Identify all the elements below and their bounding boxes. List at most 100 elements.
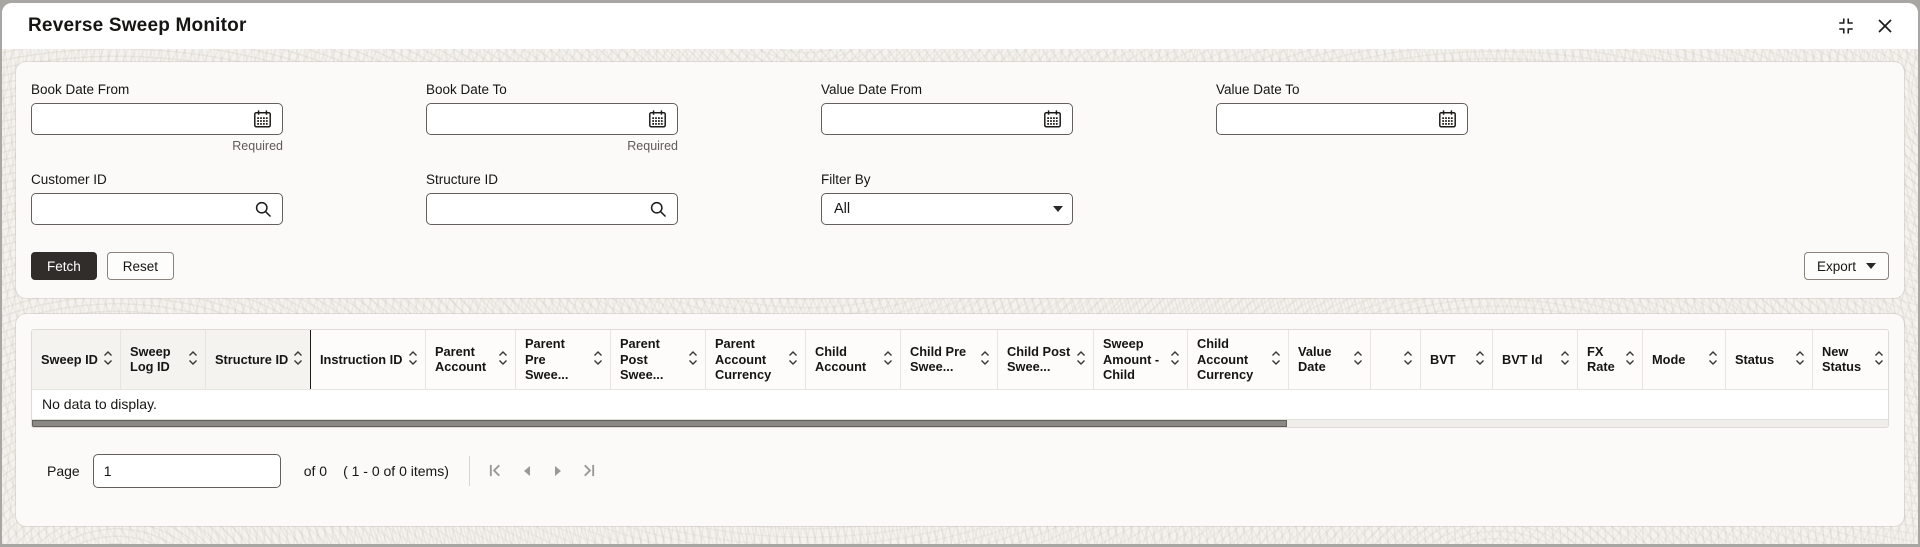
customer-id-input-wrap — [31, 193, 283, 225]
search-icon[interactable] — [648, 199, 668, 219]
sort-icon[interactable] — [103, 350, 113, 370]
sort-icon[interactable] — [1874, 350, 1884, 370]
calendar-icon[interactable] — [1042, 109, 1063, 130]
sort-icon[interactable] — [1353, 350, 1363, 370]
filter-actions: Fetch Reset Export — [31, 252, 1889, 280]
column-label: Child Account — [815, 343, 867, 375]
column-header-bvt-id[interactable]: BVT Id — [1493, 330, 1578, 389]
chevron-down-icon — [1866, 263, 1876, 269]
sort-icon[interactable] — [1475, 350, 1485, 370]
book-date-to-label: Book Date To — [426, 82, 507, 97]
search-icon[interactable] — [253, 199, 273, 219]
column-header-child-account[interactable]: Child Account — [806, 330, 901, 389]
structure-id-input[interactable] — [427, 194, 677, 224]
calendar-icon[interactable] — [1437, 109, 1458, 130]
sort-icon[interactable] — [593, 350, 603, 370]
sort-icon[interactable] — [1795, 350, 1805, 370]
column-header-parent-account-currency[interactable]: Parent Account Currency — [706, 330, 806, 389]
sort-icon[interactable] — [1170, 350, 1180, 370]
customer-id-input[interactable] — [32, 194, 282, 224]
column-label: Status — [1735, 351, 1775, 367]
sort-icon[interactable] — [788, 350, 798, 370]
column-label: Parent Account — [435, 343, 487, 375]
column-header-parent-account[interactable]: Parent Account — [426, 330, 516, 389]
sort-icon[interactable] — [1625, 350, 1635, 370]
sort-icon[interactable] — [293, 350, 303, 370]
customer-id-field: Customer ID — [31, 172, 283, 225]
scrollbar-thumb[interactable] — [32, 419, 1287, 427]
book-date-from-required-hint: Required — [232, 139, 283, 153]
sort-icon[interactable] — [883, 350, 893, 370]
filter-by-selected-value: All — [834, 201, 851, 217]
column-header-status[interactable]: Status — [1726, 330, 1813, 389]
sort-icon[interactable] — [1708, 350, 1718, 370]
column-header-blank-14[interactable] — [1371, 330, 1421, 389]
column-header-value-date[interactable]: Value Date — [1289, 330, 1371, 389]
sort-icon[interactable] — [980, 350, 990, 370]
chevron-down-icon — [1053, 206, 1063, 212]
collapse-icon[interactable] — [1835, 15, 1857, 37]
horizontal-scrollbar[interactable] — [32, 418, 1888, 427]
reset-button[interactable]: Reset — [106, 252, 175, 280]
column-header-sweep-log-id[interactable]: Sweep Log ID — [121, 330, 206, 389]
sort-icon[interactable] — [1403, 350, 1413, 370]
column-label: FX Rate — [1587, 343, 1615, 375]
results-panel: Sweep ID Sweep Log ID Structure ID Instruct… — [16, 314, 1904, 526]
column-label: Instruction ID — [320, 351, 403, 367]
sort-icon[interactable] — [1076, 350, 1086, 370]
filter-by-label: Filter By — [821, 172, 871, 187]
pagination-nav — [487, 462, 598, 480]
filter-by-input-wrap[interactable]: All — [821, 193, 1073, 225]
export-button[interactable]: Export — [1803, 252, 1889, 280]
column-header-instruction-id[interactable]: Instruction ID — [311, 330, 426, 389]
previous-page-icon[interactable] — [518, 462, 536, 480]
value-date-from-input[interactable] — [822, 104, 1072, 134]
column-header-child-post-swee[interactable]: Child Post Swee... — [998, 330, 1094, 389]
column-label: Child Post Swee... — [1007, 343, 1071, 375]
window-controls — [1835, 15, 1896, 37]
sort-icon[interactable] — [1560, 350, 1570, 370]
column-header-mode[interactable]: Mode — [1643, 330, 1726, 389]
sort-icon[interactable] — [408, 350, 418, 370]
book-date-to-required-hint: Required — [627, 139, 678, 153]
value-date-from-input-wrap — [821, 103, 1073, 135]
fetch-button[interactable]: Fetch — [31, 252, 97, 280]
sort-icon[interactable] — [188, 350, 198, 370]
book-date-to-input[interactable] — [427, 104, 677, 134]
column-header-sweep-amount-child[interactable]: Sweep Amount - Child — [1094, 330, 1188, 389]
table-header-row: Sweep ID Sweep Log ID Structure ID Instruct… — [32, 330, 1888, 389]
sort-icon[interactable] — [688, 350, 698, 370]
calendar-icon[interactable] — [647, 109, 668, 130]
column-header-sweep-id[interactable]: Sweep ID — [32, 330, 121, 389]
page-of-label: of 0 — [303, 462, 328, 479]
column-label: Value Date — [1298, 343, 1332, 375]
column-label: Parent Account Currency — [715, 336, 772, 383]
column-header-bvt[interactable]: BVT — [1421, 330, 1493, 389]
column-header-child-account-currency[interactable]: Child Account Currency — [1188, 330, 1289, 389]
empty-message: No data to display. — [42, 396, 157, 413]
column-label: BVT Id — [1502, 351, 1543, 367]
column-header-new-status[interactable]: New Status — [1813, 330, 1888, 389]
first-page-icon[interactable] — [487, 462, 505, 480]
sort-icon[interactable] — [498, 350, 508, 370]
last-page-icon[interactable] — [580, 462, 598, 480]
column-header-fx-rate[interactable]: FX Rate — [1578, 330, 1643, 389]
column-label: Child Account Currency — [1197, 336, 1254, 383]
next-page-icon[interactable] — [549, 462, 567, 480]
calendar-icon[interactable] — [252, 109, 273, 130]
page-label: Page — [47, 462, 80, 479]
column-header-child-pre-swee[interactable]: Child Pre Swee... — [901, 330, 998, 389]
column-label: Sweep ID — [41, 351, 98, 367]
structure-id-input-wrap — [426, 193, 678, 225]
close-icon[interactable] — [1874, 15, 1896, 37]
column-header-parent-post-swee[interactable]: Parent Post Swee... — [611, 330, 706, 389]
page-content: Book Date From Required Book Date To Requir… — [2, 49, 1918, 544]
column-header-parent-pre-swee[interactable]: Parent Pre Swee... — [516, 330, 611, 389]
table-empty-row: No data to display. — [32, 388, 1888, 419]
column-header-structure-id[interactable]: Structure ID — [206, 330, 311, 389]
page-number-input[interactable] — [92, 453, 281, 488]
book-date-from-input[interactable] — [32, 104, 282, 134]
value-date-to-input[interactable] — [1217, 104, 1467, 134]
sort-icon[interactable] — [1271, 350, 1281, 370]
value-date-from-label: Value Date From — [821, 82, 923, 97]
